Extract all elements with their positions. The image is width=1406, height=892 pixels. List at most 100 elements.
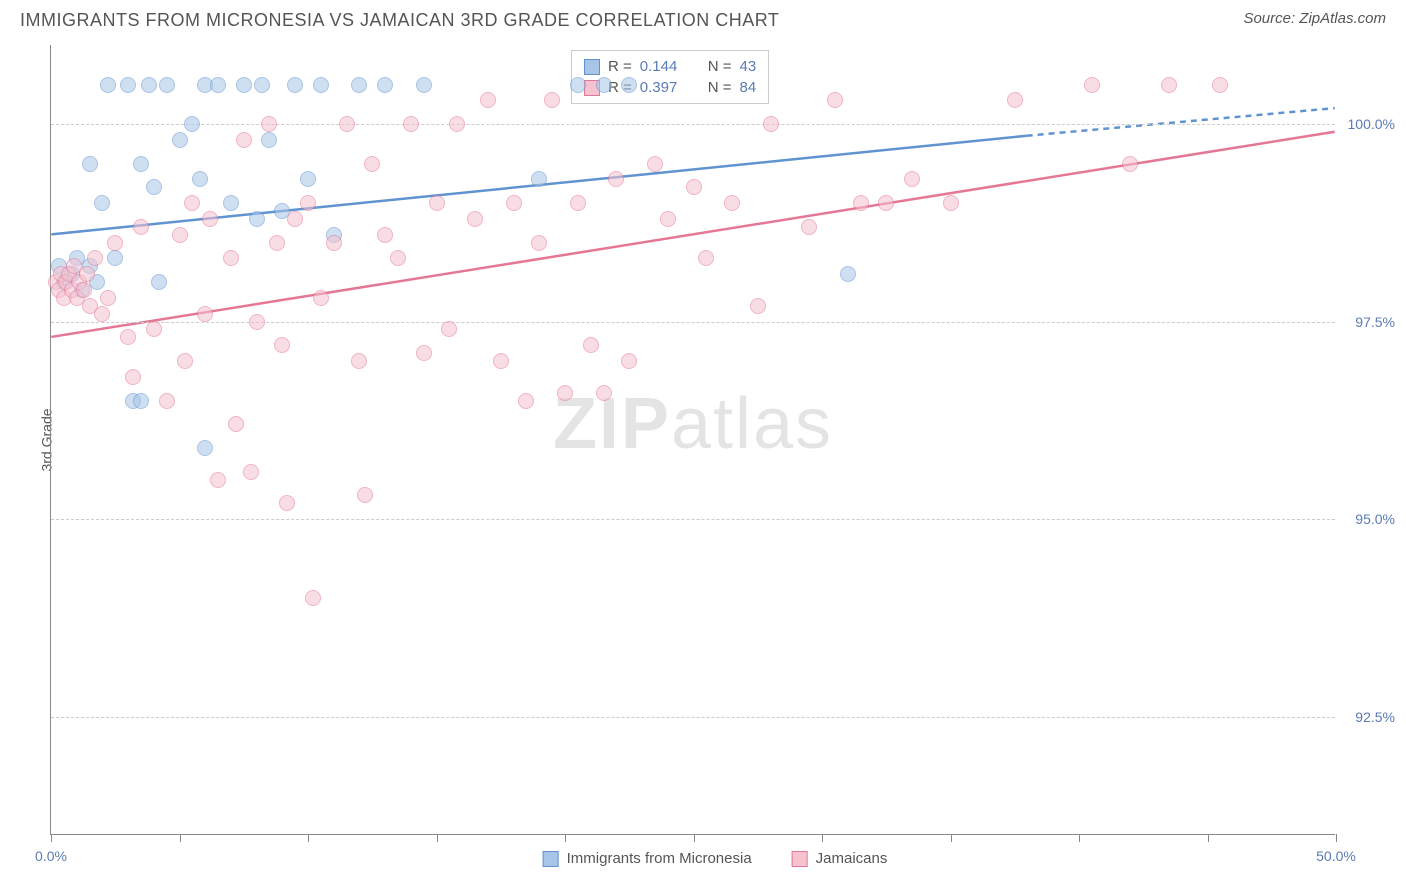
data-point bbox=[236, 132, 252, 148]
data-point bbox=[159, 77, 175, 93]
data-point bbox=[287, 77, 303, 93]
data-point bbox=[390, 250, 406, 266]
data-point bbox=[254, 77, 270, 93]
y-tick-label: 95.0% bbox=[1355, 511, 1395, 527]
data-point bbox=[76, 282, 92, 298]
data-point bbox=[100, 290, 116, 306]
x-tick bbox=[180, 834, 181, 842]
x-tick bbox=[951, 834, 952, 842]
data-point bbox=[467, 211, 483, 227]
data-point bbox=[351, 353, 367, 369]
data-point bbox=[274, 337, 290, 353]
data-point bbox=[377, 227, 393, 243]
data-point bbox=[531, 171, 547, 187]
data-point bbox=[596, 77, 612, 93]
data-point bbox=[493, 353, 509, 369]
data-point bbox=[133, 156, 149, 172]
data-point bbox=[313, 290, 329, 306]
data-point bbox=[159, 393, 175, 409]
data-point bbox=[853, 195, 869, 211]
data-point bbox=[621, 77, 637, 93]
gridline bbox=[51, 124, 1335, 125]
data-point bbox=[724, 195, 740, 211]
y-tick-label: 100.0% bbox=[1348, 116, 1395, 132]
data-point bbox=[357, 487, 373, 503]
data-point bbox=[943, 195, 959, 211]
x-tick bbox=[308, 834, 309, 842]
legend-swatch bbox=[543, 851, 559, 867]
data-point bbox=[416, 77, 432, 93]
data-point bbox=[647, 156, 663, 172]
data-point bbox=[87, 250, 103, 266]
data-point bbox=[904, 171, 920, 187]
data-point bbox=[261, 132, 277, 148]
data-point bbox=[82, 156, 98, 172]
legend-label: Immigrants from Micronesia bbox=[567, 850, 752, 867]
data-point bbox=[236, 77, 252, 93]
chart-title: IMMIGRANTS FROM MICRONESIA VS JAMAICAN 3… bbox=[20, 10, 779, 31]
x-tick bbox=[1079, 834, 1080, 842]
data-point bbox=[339, 116, 355, 132]
data-point bbox=[79, 266, 95, 282]
x-tick bbox=[51, 834, 52, 842]
data-point bbox=[1084, 77, 1100, 93]
legend-stat-row: R = 0.144 N = 43 bbox=[584, 56, 756, 77]
data-point bbox=[326, 235, 342, 251]
legend-r-label: R = bbox=[608, 58, 632, 75]
data-point bbox=[228, 416, 244, 432]
legend-n-value: 84 bbox=[740, 79, 757, 96]
data-point bbox=[172, 227, 188, 243]
data-point bbox=[184, 116, 200, 132]
data-point bbox=[300, 195, 316, 211]
data-point bbox=[210, 472, 226, 488]
legend-r-value: 0.144 bbox=[640, 58, 690, 75]
data-point bbox=[429, 195, 445, 211]
data-point bbox=[518, 393, 534, 409]
x-tick-label: 0.0% bbox=[35, 848, 67, 864]
legend-n-label: N = bbox=[708, 79, 732, 96]
data-point bbox=[878, 195, 894, 211]
legend-n-value: 43 bbox=[740, 58, 757, 75]
data-point bbox=[1007, 92, 1023, 108]
y-tick-label: 92.5% bbox=[1355, 709, 1395, 725]
data-point bbox=[557, 385, 573, 401]
data-point bbox=[94, 306, 110, 322]
data-point bbox=[223, 250, 239, 266]
data-point bbox=[287, 211, 303, 227]
data-point bbox=[192, 171, 208, 187]
data-point bbox=[698, 250, 714, 266]
data-point bbox=[686, 179, 702, 195]
data-point bbox=[94, 195, 110, 211]
data-point bbox=[107, 250, 123, 266]
data-point bbox=[133, 393, 149, 409]
data-point bbox=[249, 211, 265, 227]
data-point bbox=[146, 179, 162, 195]
x-tick bbox=[822, 834, 823, 842]
data-point bbox=[120, 329, 136, 345]
data-point bbox=[506, 195, 522, 211]
data-point bbox=[570, 195, 586, 211]
data-point bbox=[531, 235, 547, 251]
data-point bbox=[364, 156, 380, 172]
data-point bbox=[449, 116, 465, 132]
gridline bbox=[51, 519, 1335, 520]
data-point bbox=[827, 92, 843, 108]
data-point bbox=[107, 235, 123, 251]
data-point bbox=[840, 266, 856, 282]
data-point bbox=[202, 211, 218, 227]
data-point bbox=[801, 219, 817, 235]
data-point bbox=[223, 195, 239, 211]
chart-source: Source: ZipAtlas.com bbox=[1243, 10, 1386, 27]
gridline bbox=[51, 322, 1335, 323]
data-point bbox=[141, 77, 157, 93]
data-point bbox=[596, 385, 612, 401]
data-point bbox=[750, 298, 766, 314]
data-point bbox=[100, 77, 116, 93]
x-tick bbox=[694, 834, 695, 842]
data-point bbox=[172, 132, 188, 148]
data-point bbox=[177, 353, 193, 369]
data-point bbox=[403, 116, 419, 132]
data-point bbox=[544, 92, 560, 108]
data-point bbox=[313, 77, 329, 93]
legend-item: Immigrants from Micronesia bbox=[543, 850, 752, 867]
